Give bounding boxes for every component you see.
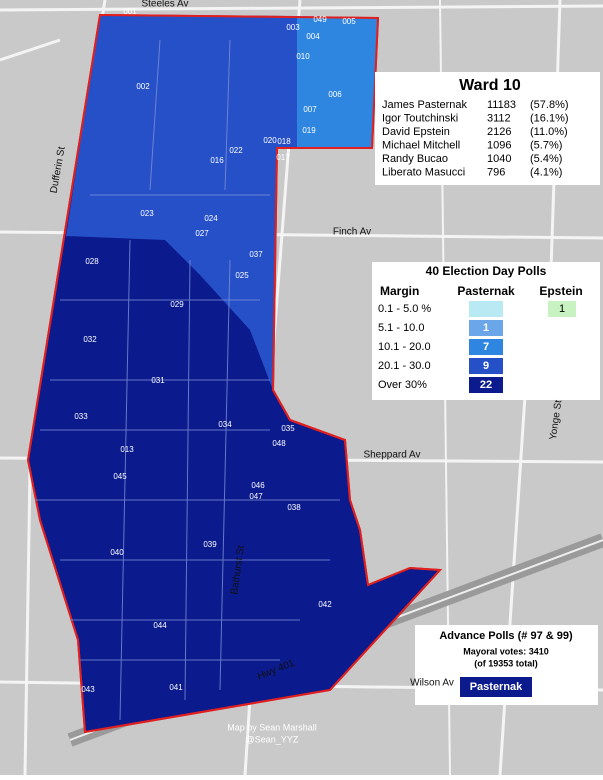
legend-count: 22 <box>480 379 492 391</box>
poll-label: 042 <box>318 600 332 609</box>
legend-title: 40 Election Day Polls <box>426 264 547 278</box>
poll-label: 037 <box>249 250 263 259</box>
candidate-name: Michael Mitchell <box>382 139 460 151</box>
candidate-share: (4.1%) <box>530 166 562 178</box>
poll-label: 027 <box>195 229 209 238</box>
candidate-share: (57.8%) <box>530 99 569 111</box>
poll-label: 017 <box>276 153 290 162</box>
poll-label: 034 <box>218 420 232 429</box>
poll-label: 022 <box>229 146 243 155</box>
poll-label: 040 <box>110 548 124 557</box>
poll-label: 005 <box>342 17 356 26</box>
advance-title: Advance Polls (# 97 & 99) <box>439 630 573 642</box>
poll-label: 028 <box>85 257 99 266</box>
advance-votes: Mayoral votes: 3410 <box>463 646 549 656</box>
candidate-votes: 1040 <box>487 153 511 165</box>
poll-label: 003 <box>286 23 300 32</box>
poll-label: 046 <box>251 481 265 490</box>
poll-label: 001 <box>123 7 137 16</box>
legend-margin: 5.1 - 10.0 <box>378 322 424 334</box>
poll-label: 035 <box>281 424 295 433</box>
poll-label: 047 <box>249 492 263 501</box>
legend-count: 7 <box>483 341 489 353</box>
candidate-name: Igor Toutchinski <box>382 112 458 124</box>
poll-label: 043 <box>81 685 95 694</box>
candidate-votes: 1096 <box>487 139 511 151</box>
credit: @Sean_YYZ <box>246 734 299 744</box>
poll-label: 002 <box>136 82 150 91</box>
candidate-votes: 11183 <box>487 99 516 111</box>
candidate-votes: 3112 <box>487 112 511 124</box>
candidate-name: James Pasternak <box>382 99 467 111</box>
poll-label: 013 <box>120 445 134 454</box>
region-light <box>297 16 378 148</box>
legend-swatch <box>469 377 503 393</box>
street-label: Finch Av <box>333 227 371 238</box>
poll-label: 033 <box>74 412 88 421</box>
poll-label: 044 <box>153 621 167 630</box>
legend-header: Epstein <box>539 284 582 298</box>
advance-swatch <box>460 677 532 697</box>
poll-label: 023 <box>140 209 154 218</box>
legend-swatch <box>469 358 503 374</box>
candidate-share: (16.1%) <box>530 112 569 124</box>
poll-label: 006 <box>328 90 342 99</box>
candidate-share: (11.0%) <box>530 126 568 138</box>
legend-count: 1 <box>559 303 565 315</box>
poll-label: 024 <box>204 214 218 223</box>
region-medium <box>66 15 297 390</box>
legend-swatch <box>469 320 503 336</box>
poll-label: 018 <box>277 137 291 146</box>
legend-header: Pasternak <box>457 284 515 298</box>
legend-margin: 10.1 - 20.0 <box>378 341 431 353</box>
candidate-name: David Epstein <box>382 126 450 138</box>
poll-label: 049 <box>313 15 327 24</box>
street-label: Sheppard Av <box>363 450 420 461</box>
street-label: Wilson Av <box>410 678 454 689</box>
candidate-name: Liberato Masucci <box>382 166 465 178</box>
poll-label: 048 <box>272 439 286 448</box>
results-box <box>375 72 600 185</box>
poll-label: 032 <box>83 335 97 344</box>
legend-swatch <box>548 301 576 317</box>
candidate-votes: 796 <box>487 166 505 178</box>
poll-label: 019 <box>302 126 316 135</box>
candidate-share: (5.7%) <box>530 139 562 151</box>
credit: Map by Sean Marshall <box>227 722 317 732</box>
legend-count: 1 <box>483 322 489 334</box>
poll-label: 007 <box>303 105 317 114</box>
poll-label: 025 <box>235 271 249 280</box>
advance-total: (of 19353 total) <box>474 658 538 668</box>
legend-count: 9 <box>483 360 489 372</box>
poll-label: 038 <box>287 503 301 512</box>
poll-label: 010 <box>296 52 310 61</box>
poll-label: 039 <box>203 540 217 549</box>
poll-label: 045 <box>113 472 127 481</box>
street-label: Steeles Av <box>141 0 188 10</box>
candidate-share: (5.4%) <box>530 153 562 165</box>
poll-label: 020 <box>263 136 277 145</box>
poll-label: 016 <box>210 156 224 165</box>
poll-label: 041 <box>169 683 183 692</box>
legend-margin: Over 30% <box>378 379 427 391</box>
candidate-name: Randy Bucao <box>382 153 448 165</box>
legend-header: Margin <box>380 284 419 298</box>
legend-margin: 20.1 - 30.0 <box>378 360 431 372</box>
results-title: Ward 10 <box>459 77 521 94</box>
poll-label: 029 <box>170 300 184 309</box>
poll-label: 004 <box>306 32 320 41</box>
advance-winner: Pasternak <box>470 681 523 693</box>
legend-swatch <box>469 339 503 355</box>
local-streets <box>35 39 340 721</box>
candidate-votes: 2126 <box>487 126 511 138</box>
legend-margin: 0.1 - 5.0 % <box>378 303 431 315</box>
legend-swatch <box>469 301 503 317</box>
poll-label: 031 <box>151 376 165 385</box>
